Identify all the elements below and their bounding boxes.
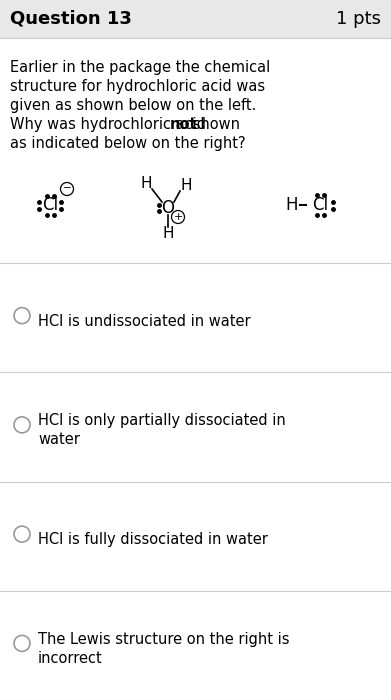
Text: H: H	[180, 178, 192, 193]
Text: Cl: Cl	[42, 196, 58, 214]
Text: HCl is only partially dissociated in: HCl is only partially dissociated in	[38, 414, 286, 428]
Text: given as shown below on the left.: given as shown below on the left.	[10, 98, 256, 113]
Text: The Lewis structure on the right is: The Lewis structure on the right is	[38, 632, 289, 647]
Text: +: +	[173, 211, 183, 221]
Text: 1 pts: 1 pts	[336, 10, 381, 28]
Text: structure for hydrochloric acid was: structure for hydrochloric acid was	[10, 79, 265, 94]
Text: H: H	[162, 227, 174, 242]
Text: H: H	[286, 196, 298, 214]
Text: as indicated below on the right?: as indicated below on the right?	[10, 136, 246, 151]
Text: HCl is undissociated in water: HCl is undissociated in water	[38, 314, 251, 328]
Bar	[0, 0, 391, 38]
Text: Earlier in the package the chemical: Earlier in the package the chemical	[10, 60, 270, 75]
Text: water: water	[38, 433, 80, 447]
Text: Why was hydrochloric acid: Why was hydrochloric acid	[10, 117, 211, 132]
Text: shown: shown	[188, 117, 240, 132]
Text: Cl: Cl	[312, 196, 328, 214]
Text: not: not	[170, 117, 197, 132]
Text: incorrect: incorrect	[38, 651, 103, 666]
Text: −: −	[63, 183, 72, 193]
Text: Question 13: Question 13	[10, 10, 132, 28]
Text: O: O	[161, 199, 174, 217]
Text: H: H	[140, 176, 152, 192]
Text: HCl is fully dissociated in water: HCl is fully dissociated in water	[38, 532, 268, 547]
